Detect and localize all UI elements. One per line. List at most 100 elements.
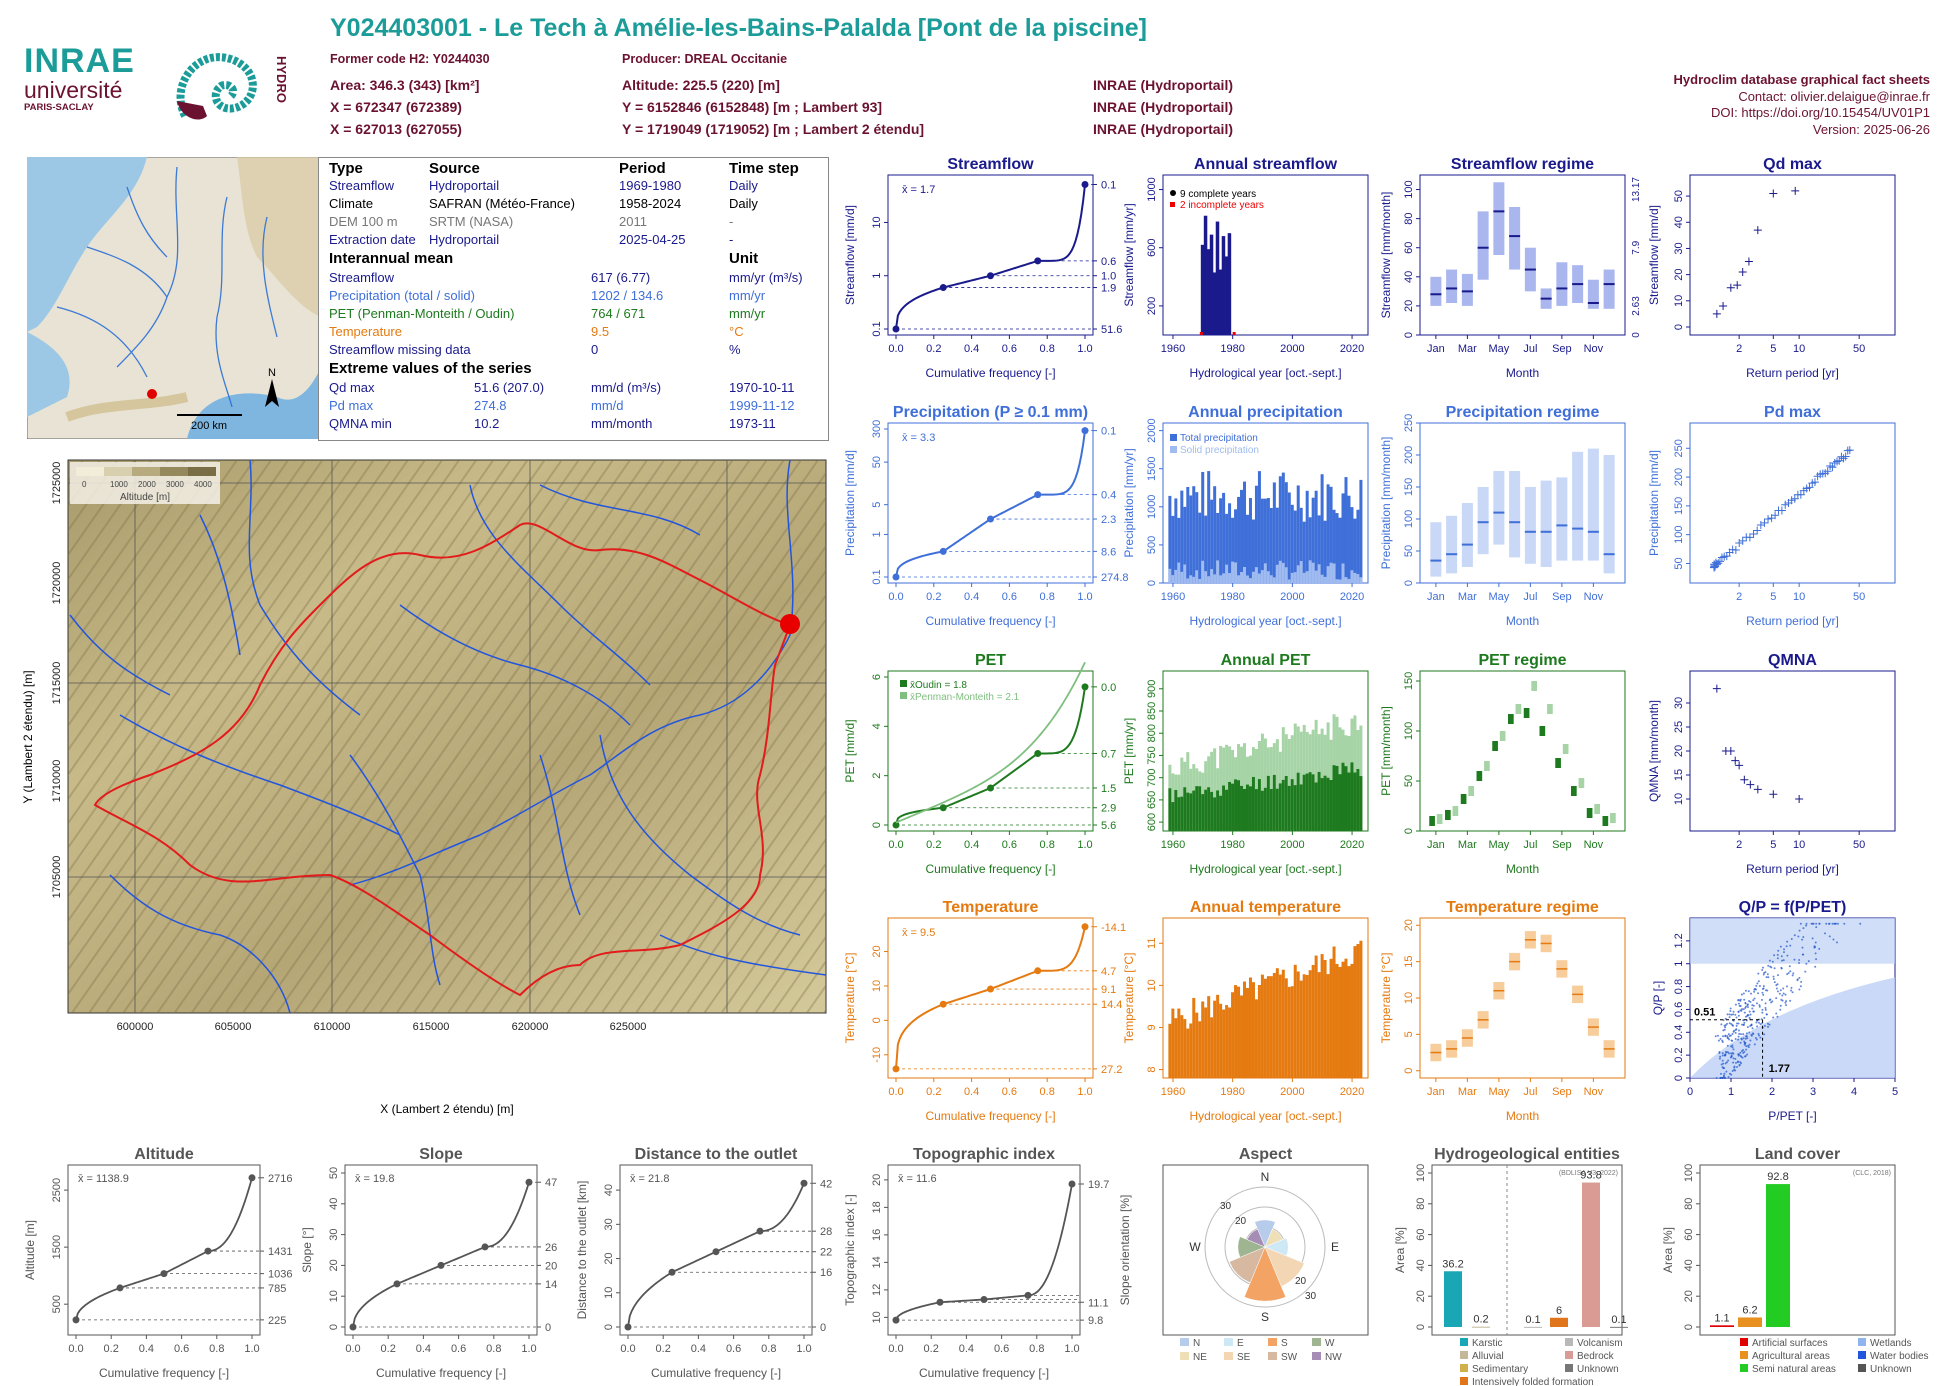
bar	[1257, 573, 1261, 583]
x-axis-label: Cumulative frequency [-]	[925, 366, 1055, 380]
y-axis-label: Slope [°]	[300, 1227, 314, 1273]
bar	[1296, 485, 1300, 583]
legend-label: 2 incomplete years	[1180, 200, 1264, 211]
bar	[1168, 495, 1172, 583]
data-point	[939, 804, 947, 812]
scatter-point	[1728, 1013, 1731, 1016]
bar	[1204, 789, 1208, 831]
data-point	[892, 573, 900, 581]
y-tick: 9	[1146, 1024, 1158, 1030]
scatter-point	[1835, 941, 1838, 944]
bar	[1234, 985, 1238, 1078]
right-tick: 0	[820, 1322, 826, 1334]
scatter-point	[1797, 935, 1800, 938]
bar	[1275, 507, 1279, 583]
y-tick: 10	[871, 980, 883, 992]
y-tick: 20	[1673, 745, 1685, 757]
bar	[1275, 968, 1279, 1078]
regime-box	[1509, 207, 1521, 270]
x-tick: May	[1488, 343, 1509, 355]
y-tick: 10	[603, 1287, 615, 1299]
y-tick: 80	[1403, 213, 1415, 225]
legend-label: W	[1325, 1338, 1335, 1349]
scatter-point	[1734, 1003, 1737, 1006]
y-tick: 20	[871, 945, 883, 957]
bar	[1308, 560, 1312, 583]
scatter-point	[1779, 1008, 1782, 1011]
bar	[1263, 787, 1267, 831]
y-tick: 20	[1415, 1290, 1427, 1302]
scatter-point	[1757, 992, 1760, 995]
y-tick: 10	[328, 1290, 340, 1302]
bar	[1227, 233, 1232, 335]
map-ytick: 1705000	[51, 856, 63, 899]
scatter-point	[1790, 989, 1793, 992]
right-tick: 0.6	[1101, 256, 1116, 268]
info-cell: Pd max	[329, 398, 374, 413]
x-axis-label: Month	[1506, 1109, 1539, 1123]
bar	[1216, 560, 1220, 583]
scatter-point	[1764, 1008, 1767, 1011]
legend-marker	[1460, 1364, 1468, 1372]
y-tick: 0	[871, 822, 883, 828]
bar	[1278, 974, 1282, 1078]
scatter-point	[1719, 1037, 1722, 1040]
scatter-point	[1753, 988, 1756, 991]
scatter-point	[1771, 1000, 1774, 1003]
scatter-point	[1737, 1029, 1740, 1032]
data-point	[1845, 446, 1854, 455]
map-ytick: 1725000	[51, 462, 63, 505]
y-tick: 1000	[1146, 495, 1158, 519]
scatter-point	[1827, 922, 1830, 925]
series-line	[895, 926, 1086, 1069]
scatter-point	[1747, 990, 1750, 993]
regime-box	[1452, 806, 1459, 816]
scatter-point	[1793, 934, 1796, 937]
regime-box	[1430, 276, 1442, 306]
x-axis-label: Cumulative frequency [-]	[376, 1366, 506, 1380]
right-tick: 2.63	[1631, 296, 1642, 316]
regime-box	[1586, 808, 1593, 818]
scatter-point	[1743, 1021, 1746, 1024]
scatter-point	[1818, 922, 1821, 925]
y-tick: 30	[1673, 697, 1685, 709]
scatter-point	[1786, 940, 1789, 943]
scatter-point	[1726, 1051, 1729, 1054]
data-label: 6	[1556, 1305, 1562, 1317]
bar	[1266, 498, 1270, 583]
x-tick: 2020	[1340, 1086, 1364, 1098]
bar	[1356, 769, 1360, 831]
info-cell: Streamflow missing data	[329, 342, 471, 357]
y-tick: 30	[603, 1218, 615, 1230]
scatter-point	[1755, 988, 1758, 991]
scatter-point	[1748, 999, 1751, 1002]
bar	[1183, 787, 1187, 831]
x-tick: Mar	[1458, 343, 1477, 355]
x-axis-label: Hydrological year [oct.-sept.]	[1189, 862, 1341, 876]
data-point	[1081, 683, 1089, 691]
bar	[1198, 1021, 1202, 1078]
data-point	[204, 1247, 212, 1255]
data-point	[1753, 226, 1762, 235]
chart-title: Qd max	[1763, 156, 1822, 173]
bar	[1302, 774, 1306, 831]
x-tick: 1.0	[1077, 343, 1092, 355]
chart-pd_max: Pd max Return period [yr] Precipitation [m…	[1647, 404, 1896, 628]
scatter-point	[1743, 1011, 1746, 1014]
bar	[1260, 974, 1264, 1078]
x-tick: Mar	[1458, 839, 1477, 851]
data-point	[892, 325, 900, 333]
y-tick: 0.6	[1673, 1002, 1685, 1017]
right-tick: 14	[545, 1279, 557, 1291]
x-axis-label: Month	[1506, 862, 1539, 876]
scatter-point	[1732, 1061, 1735, 1064]
bar	[1269, 788, 1273, 831]
scatter-point	[1751, 1027, 1754, 1030]
doi[interactable]: DOI: https://doi.org/10.15454/UV01P1	[1711, 105, 1930, 120]
x-axis-label: Hydrological year [oct.-sept.]	[1189, 1109, 1341, 1123]
data-point	[1081, 180, 1089, 188]
bar	[1183, 564, 1187, 583]
scatter-point	[1824, 932, 1827, 935]
scatter-point	[1748, 1010, 1751, 1013]
